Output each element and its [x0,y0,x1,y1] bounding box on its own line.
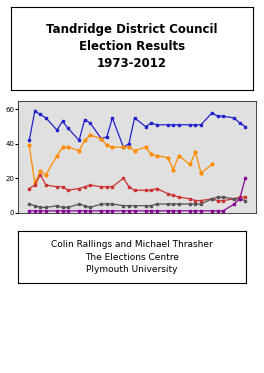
Text: Tandridge District Council
Election Results
1973-2012: Tandridge District Council Election Resu… [46,23,218,70]
Text: Colin Rallings and Michael Thrasher
The Elections Centre
Plymouth University: Colin Rallings and Michael Thrasher The … [51,240,213,275]
